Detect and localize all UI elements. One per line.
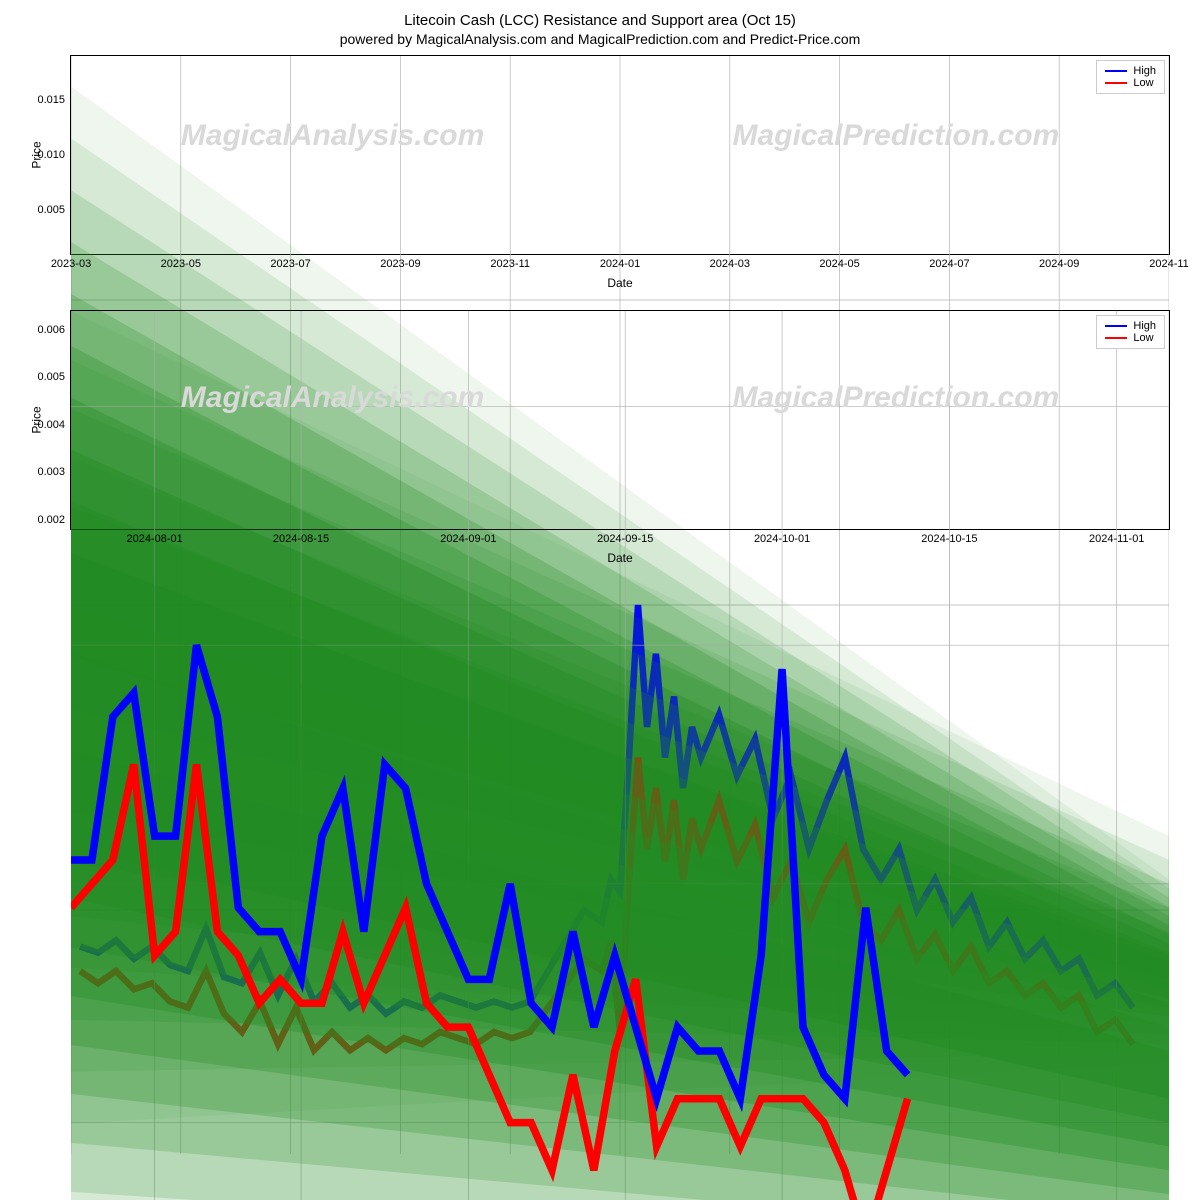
xtick-label: 2023-11 [490,254,530,270]
ytick-label: 0.015 [37,94,71,106]
legend-swatch-low [1105,337,1127,339]
ytick-label: 0.005 [37,371,71,383]
ytick-label: 0.004 [37,419,71,431]
ytick-label: 0.010 [37,149,71,161]
chart-panel-bottom: MagicalAnalysis.com MagicalPrediction.co… [70,310,1170,530]
legend: High Low [1096,60,1165,94]
chart-title: Litecoin Cash (LCC) Resistance and Suppo… [10,12,1190,29]
xtick-label: 2024-09-01 [440,529,496,545]
xtick-label: 2024-05 [819,254,859,270]
legend-swatch-low [1105,82,1127,84]
xtick-label: 2024-03 [710,254,750,270]
legend-item-low: Low [1105,77,1156,89]
xtick-label: 2024-09 [1039,254,1079,270]
plot-bottom [71,311,1169,1200]
chart-panel-top: MagicalAnalysis.com MagicalPrediction.co… [70,55,1170,255]
xtick-label: 2024-11-01 [1089,529,1144,545]
ytick-label: 0.002 [37,514,71,526]
legend-label: Low [1133,332,1153,344]
figure: Litecoin Cash (LCC) Resistance and Suppo… [10,12,1190,592]
xtick-label: 2024-07 [929,254,969,270]
xtick-label: 2024-10-01 [754,529,810,545]
legend: High Low [1096,315,1165,349]
xtick-label: 2024-08-15 [273,529,329,545]
legend-swatch-high [1105,325,1127,327]
xtick-label: 2023-09 [380,254,420,270]
chart-subtitle: powered by MagicalAnalysis.com and Magic… [10,31,1190,47]
legend-label: High [1133,65,1156,77]
xtick-label: 2023-07 [270,254,310,270]
xtick-label: 2024-08-01 [127,529,183,545]
ytick-label: 0.006 [37,324,71,336]
legend-item-high: High [1105,320,1156,332]
xtick-label: 2023-03 [51,254,91,270]
legend-swatch-high [1105,70,1127,72]
legend-label: Low [1133,77,1153,89]
xtick-label: 2024-10-15 [921,529,977,545]
ytick-label: 0.003 [37,466,71,478]
legend-item-low: Low [1105,332,1156,344]
xtick-label: 2023-05 [161,254,201,270]
xtick-label: 2024-09-15 [597,529,653,545]
xtick-label: 2024-01 [600,254,640,270]
legend-label: High [1133,320,1156,332]
ytick-label: 0.005 [37,204,71,216]
xtick-label: 2024-11 [1149,254,1189,270]
legend-item-high: High [1105,65,1156,77]
